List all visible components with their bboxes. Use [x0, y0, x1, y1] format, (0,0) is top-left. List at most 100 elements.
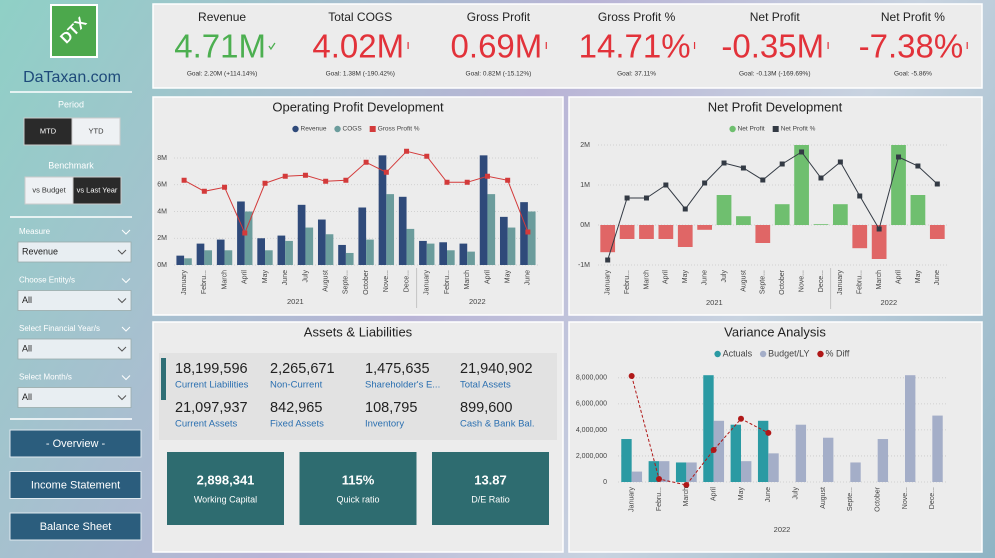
bar — [265, 250, 273, 265]
legend: Actuals Budget/LY % Diff — [714, 348, 850, 358]
x-group-label: 2022 — [469, 297, 486, 306]
dropdown[interactable] — [17, 387, 132, 408]
toggle-button[interactable] — [24, 176, 74, 205]
bar — [795, 424, 807, 482]
nav-button[interactable] — [9, 429, 142, 458]
x-tick-label: Dece... — [929, 487, 936, 509]
x-tick-label: October — [779, 269, 786, 295]
bar — [741, 461, 752, 482]
asset-value: 842,965 — [270, 400, 322, 416]
line-marker — [363, 159, 369, 165]
line-marker — [383, 169, 389, 175]
line-marker — [444, 179, 450, 185]
line-marker — [343, 177, 349, 183]
bar — [366, 239, 374, 265]
bar — [852, 225, 868, 249]
toggle-text: MTD — [40, 126, 57, 135]
legend-swatch — [292, 125, 299, 133]
dropdown[interactable] — [17, 241, 132, 263]
x-tick-label: January — [424, 270, 431, 295]
bar — [398, 196, 407, 265]
x-tick-label: Febru... — [624, 270, 631, 294]
period-label: Period — [58, 99, 84, 109]
filter-label: Select Month/s — [19, 373, 72, 382]
dropdown[interactable] — [17, 338, 132, 360]
bar — [675, 462, 687, 482]
kpi-title: Gross Profit — [467, 10, 531, 24]
legend-swatch — [369, 126, 376, 132]
x-tick-label: October — [363, 269, 370, 295]
x-tick-label: April — [895, 270, 902, 284]
x-tick-label: Febru... — [201, 270, 208, 294]
x-group-label: 2021 — [706, 298, 723, 307]
line-marker — [896, 154, 902, 160]
bar — [419, 240, 427, 265]
benchmark-label: Benchmark — [48, 160, 94, 170]
bar — [697, 225, 713, 230]
chart-title: Variance Analysis — [724, 324, 826, 339]
bar — [621, 439, 632, 482]
line-marker — [656, 475, 662, 482]
legend-label: Gross Profit % — [378, 126, 420, 133]
bar — [325, 234, 334, 265]
asset-label: Inventory — [365, 419, 404, 430]
line-marker — [799, 149, 805, 155]
legend: Revenue COGS Gross Profit % — [292, 126, 420, 133]
line-marker — [323, 178, 329, 184]
chevron — [117, 249, 127, 255]
line-marker — [857, 193, 863, 199]
bar — [677, 225, 693, 247]
toggle-button[interactable] — [71, 117, 121, 146]
asset-label: Fixed Assets — [270, 419, 324, 430]
kpi-value: 4.02M — [312, 28, 404, 65]
bar — [277, 235, 286, 265]
chevron — [117, 346, 127, 352]
bar — [176, 255, 185, 265]
kpi-goal: Goal: -5.86% — [894, 71, 932, 78]
line-marker — [760, 177, 766, 183]
bar — [378, 155, 387, 265]
bar — [703, 375, 714, 482]
line — [607, 151, 938, 261]
dropdown[interactable] — [17, 290, 132, 311]
line — [631, 375, 769, 486]
bar — [774, 204, 790, 225]
toggle-button[interactable] — [23, 117, 73, 146]
nav-button[interactable] — [9, 512, 142, 541]
bar — [285, 240, 293, 265]
bar — [686, 462, 697, 482]
line-marker — [302, 172, 308, 178]
line-marker — [740, 165, 746, 171]
toggle-text: vs Budget — [32, 185, 66, 194]
bar — [871, 225, 887, 259]
status-icon — [268, 42, 276, 51]
line-marker — [643, 195, 649, 201]
nav-text: Income Statement — [31, 479, 120, 491]
kpi-value: 0.69M — [451, 28, 543, 65]
line-marker — [876, 226, 882, 232]
line-marker — [464, 179, 470, 185]
kpi-title: Net Profit % — [881, 10, 945, 24]
card-value: 115% — [342, 472, 375, 487]
x-tick-label: Febru... — [444, 270, 451, 294]
legend-label: Revenue — [301, 126, 327, 133]
line-marker — [242, 230, 248, 236]
x-tick-label: January — [629, 487, 636, 512]
bar — [929, 225, 945, 239]
kpi-title: Revenue — [198, 10, 246, 24]
x-tick-label: April — [242, 270, 249, 284]
line-marker — [525, 229, 531, 235]
card-label: Working Capital — [194, 494, 257, 504]
x-tick-label: Dece... — [818, 270, 825, 292]
x-tick-label: Septe... — [760, 270, 767, 294]
accent-bar — [161, 358, 166, 400]
assets-box — [159, 353, 557, 440]
line-marker — [505, 177, 511, 183]
kpi-goal: Goal: 37.11% — [617, 71, 656, 78]
asset-label: Cash & Bank Bal. — [460, 419, 534, 430]
x-tick-label: April — [663, 270, 670, 284]
line-marker — [605, 257, 611, 263]
nav-button[interactable] — [9, 471, 142, 499]
toggle-button[interactable] — [72, 176, 122, 205]
